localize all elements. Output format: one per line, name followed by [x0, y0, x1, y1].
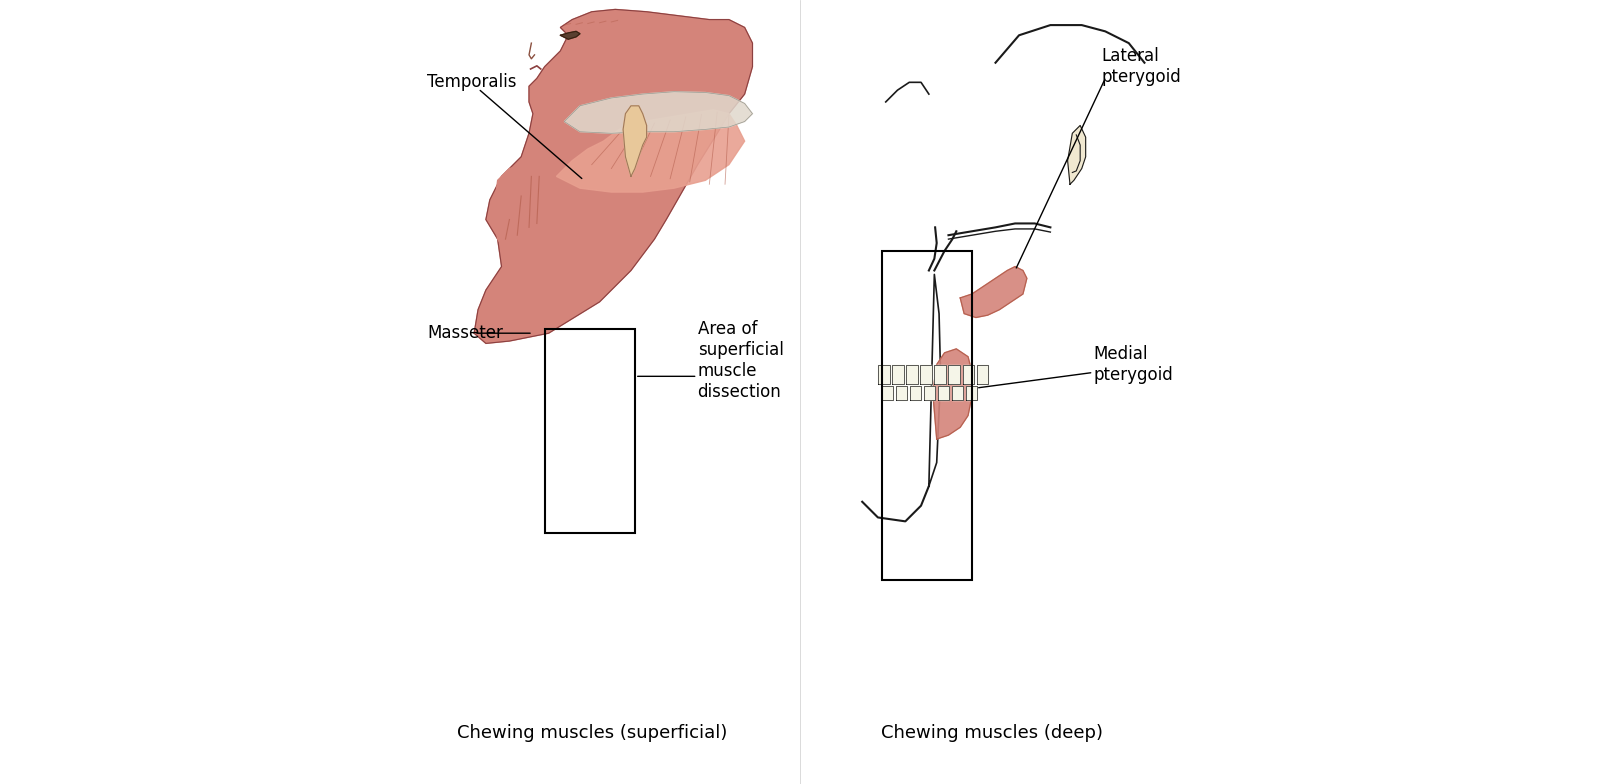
Polygon shape	[953, 386, 963, 400]
Polygon shape	[934, 365, 947, 384]
Text: Chewing muscles (superficial): Chewing muscles (superficial)	[457, 724, 728, 742]
Polygon shape	[961, 267, 1027, 318]
Polygon shape	[560, 31, 580, 39]
Polygon shape	[924, 386, 935, 400]
Polygon shape	[948, 365, 961, 384]
Text: Area of
superficial
muscle
dissection: Area of superficial muscle dissection	[697, 321, 784, 401]
Bar	[881, 251, 972, 580]
Text: Temporalis: Temporalis	[427, 74, 516, 91]
Text: Lateral
pterygoid: Lateral pterygoid	[1102, 47, 1182, 86]
Polygon shape	[895, 386, 907, 400]
Text: Masseter: Masseter	[427, 325, 504, 342]
Polygon shape	[921, 365, 932, 384]
Polygon shape	[892, 365, 903, 384]
Polygon shape	[977, 365, 988, 384]
Polygon shape	[929, 274, 940, 486]
Polygon shape	[907, 365, 918, 384]
Polygon shape	[939, 386, 950, 400]
Polygon shape	[878, 365, 889, 384]
Polygon shape	[910, 386, 921, 400]
Text: Chewing muscles (deep): Chewing muscles (deep)	[881, 724, 1103, 742]
Polygon shape	[494, 165, 545, 251]
Polygon shape	[963, 365, 974, 384]
Polygon shape	[556, 110, 745, 192]
Polygon shape	[1068, 125, 1086, 184]
Polygon shape	[932, 349, 972, 439]
Bar	[545, 329, 635, 533]
Polygon shape	[475, 9, 753, 343]
Polygon shape	[564, 92, 753, 133]
Text: Medial
pterygoid: Medial pterygoid	[1094, 345, 1174, 384]
Polygon shape	[966, 386, 977, 400]
Polygon shape	[881, 386, 892, 400]
Polygon shape	[624, 106, 646, 176]
